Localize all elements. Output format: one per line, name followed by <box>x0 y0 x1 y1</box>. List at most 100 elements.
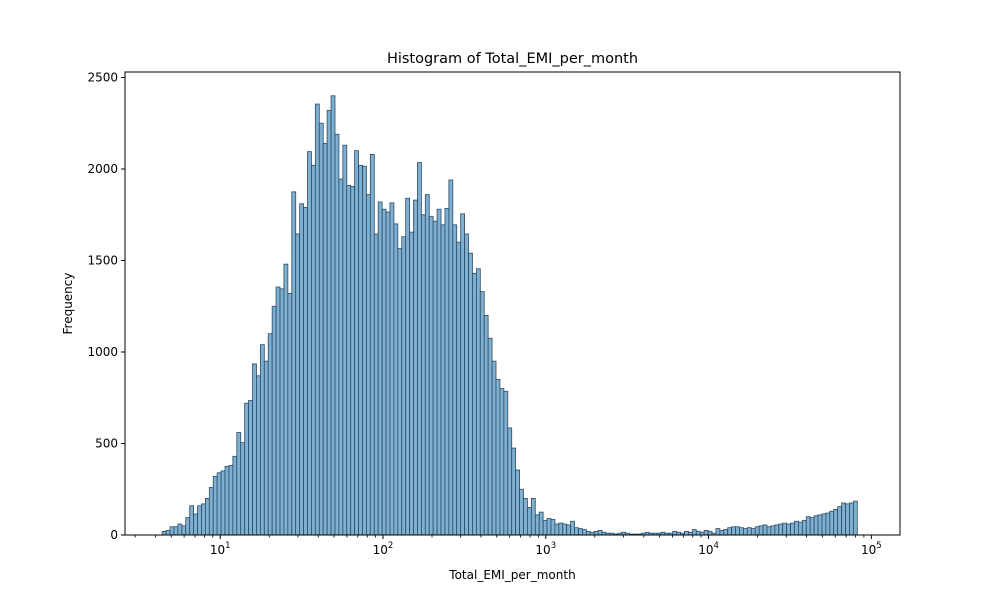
histogram-bar <box>252 363 257 536</box>
histogram-bar <box>503 390 509 536</box>
bars-group <box>161 95 858 536</box>
y-axis-label: Frequency <box>61 273 75 335</box>
x-tick-label: 104 <box>698 541 719 557</box>
histogram-bar <box>236 432 242 536</box>
histogram-bar <box>845 503 850 536</box>
histogram-bar <box>746 527 752 536</box>
histogram-bar <box>750 528 756 536</box>
histogram-bar <box>786 523 791 536</box>
histogram-bar <box>707 530 713 536</box>
histogram-bar <box>778 523 784 536</box>
histogram-bar <box>216 472 222 536</box>
histogram-bar <box>385 211 391 536</box>
histogram-bar <box>334 133 340 536</box>
histogram-bar <box>578 528 583 536</box>
histogram-bar <box>311 164 316 536</box>
histogram-bar <box>464 233 469 536</box>
histogram-bar <box>232 455 238 536</box>
histogram-bar <box>440 224 446 536</box>
histogram-bar <box>550 519 556 536</box>
histogram-bar <box>593 530 599 536</box>
histogram-bar <box>574 527 579 536</box>
histogram-bar <box>774 524 780 536</box>
histogram-bar <box>185 517 191 536</box>
y-tick-label: 1000 <box>87 345 118 359</box>
histogram-bar <box>326 110 332 536</box>
histogram-bar <box>373 233 379 536</box>
histogram-bar <box>829 510 835 536</box>
histogram-bar <box>318 122 324 536</box>
histogram-bar <box>754 526 760 536</box>
histogram-bar <box>259 344 265 536</box>
histogram-bar <box>189 505 195 536</box>
histogram-bar <box>428 216 434 536</box>
histogram-bar <box>554 523 560 536</box>
histogram-bar <box>762 524 768 536</box>
histogram-bar <box>770 525 776 536</box>
histogram-bar <box>570 520 575 536</box>
histogram-bar <box>322 142 328 536</box>
y-tick-label: 2000 <box>87 162 118 176</box>
histogram-bar <box>354 150 359 536</box>
histogram-bar <box>303 207 308 536</box>
histogram-bar <box>460 213 465 536</box>
histogram-bar <box>413 199 418 536</box>
histogram-bar <box>338 178 344 536</box>
histogram-bar <box>177 523 183 536</box>
histogram-bar <box>739 527 744 536</box>
histogram-bar <box>546 518 552 536</box>
histogram-bar <box>169 526 175 536</box>
histogram-bar <box>377 201 383 536</box>
histogram-bar <box>346 185 352 536</box>
histogram-bar <box>566 524 572 536</box>
histogram-bar <box>530 497 536 536</box>
histogram-bar <box>405 197 411 536</box>
histogram-bar <box>825 512 831 536</box>
histogram-bar <box>731 526 736 536</box>
histogram-bar <box>208 487 214 536</box>
histogram-bar <box>538 511 544 536</box>
histogram-bar <box>805 516 811 536</box>
histogram-bar <box>228 465 234 536</box>
histogram-bar <box>468 252 473 536</box>
histogram-bar <box>801 519 807 536</box>
histogram-bar <box>212 476 218 536</box>
histogram-bar <box>684 530 689 536</box>
histogram-bar <box>472 272 477 536</box>
histogram-bar <box>483 314 489 536</box>
histogram-bar <box>527 507 532 536</box>
histogram-bar <box>790 522 795 536</box>
histogram-bar <box>267 333 273 536</box>
histogram-bar <box>271 305 277 536</box>
histogram-bar <box>727 527 733 536</box>
histogram-bar <box>585 530 591 536</box>
histogram-bar <box>817 514 823 536</box>
histogram-bar <box>849 502 854 536</box>
x-axis-label: Total_EMI_per_month <box>448 568 575 582</box>
histogram-bar <box>837 506 842 536</box>
y-tick-label: 0 <box>110 528 118 542</box>
histogram-bar <box>224 465 230 536</box>
histogram-bar <box>695 530 701 536</box>
histogram-bar <box>287 293 293 536</box>
histogram-bar <box>782 522 788 536</box>
histogram-bar <box>703 530 709 536</box>
histogram-bar <box>307 151 312 536</box>
histogram-bar <box>719 530 725 536</box>
histogram-bar <box>283 263 289 536</box>
histogram-bar <box>173 526 179 536</box>
histogram-bar <box>558 522 564 536</box>
y-tick-label: 500 <box>95 436 118 450</box>
histogram-bar <box>813 515 819 536</box>
histogram-bar <box>240 442 246 536</box>
histogram-bar <box>597 530 603 536</box>
histogram-bar <box>448 179 454 536</box>
x-tick-label: 103 <box>535 541 556 557</box>
histogram-bar <box>715 528 721 536</box>
histogram-bar <box>279 288 285 536</box>
histogram-bar <box>672 530 678 536</box>
histogram-bar <box>766 526 772 536</box>
histogram-bar <box>523 497 528 536</box>
histogram-bar <box>479 291 485 536</box>
